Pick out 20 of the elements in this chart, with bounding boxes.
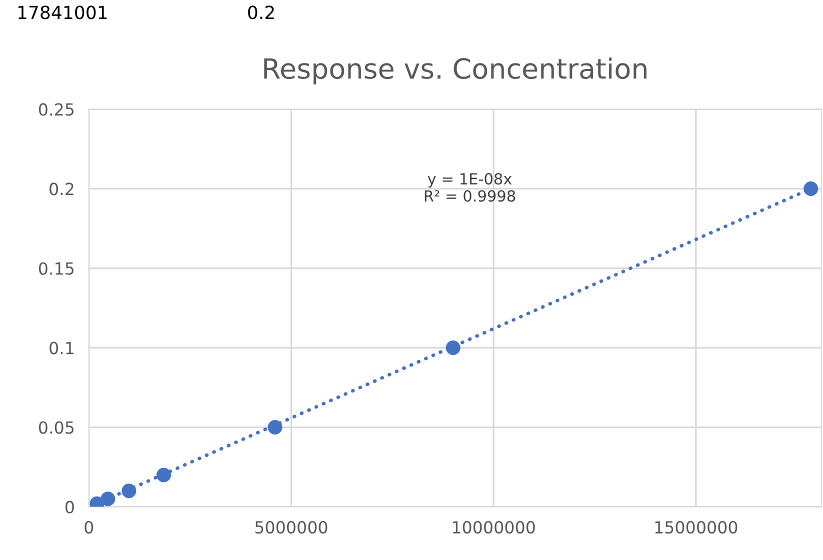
point [446,340,460,356]
y-tick-label: 0.1 [50,342,74,354]
y-tick-label: 0.25 [38,103,74,116]
text: 0.2 [248,6,274,20]
y-tick-label: 0.2 [50,182,74,196]
x-tick-label: 15000000 [655,520,738,534]
point [156,468,172,482]
y-tick-label: 0 [65,500,74,514]
chart-title: Response vs. Concentration [264,58,646,84]
x-tick-label: 0 [84,520,94,534]
point [804,181,818,196]
x-tick-label: 10000000 [452,520,535,534]
annotation: y = 1E-08x R² = 0.9998 [424,173,516,202]
point [100,492,116,506]
point [268,420,282,435]
y-tick-label: 0.15 [38,262,74,275]
x-tick-label: 5000000 [255,520,328,534]
text: 17841001 [18,6,107,20]
point [122,484,136,498]
y-tick-label: 0.05 [38,421,74,434]
